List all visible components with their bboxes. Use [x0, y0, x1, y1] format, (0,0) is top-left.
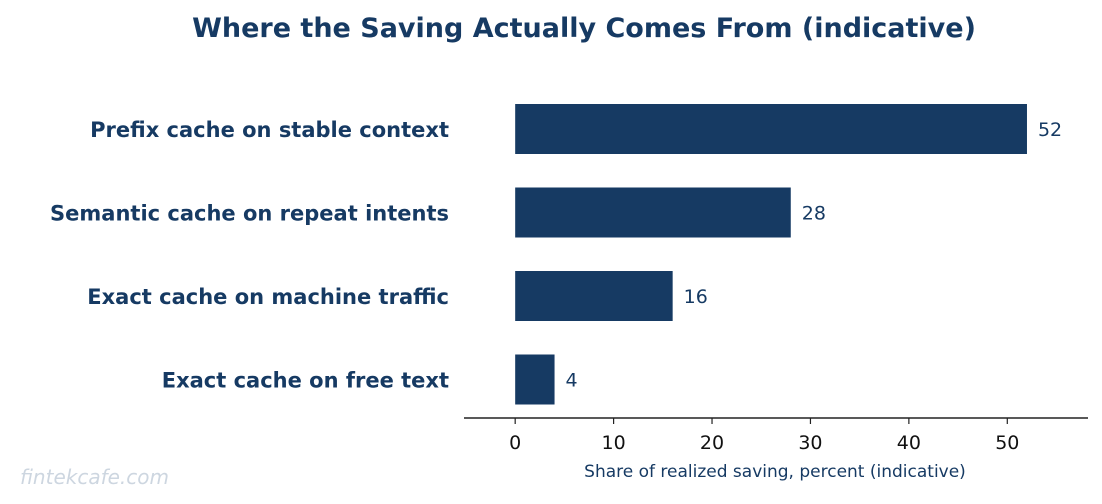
value-label-1: 28 — [802, 203, 826, 225]
chart-title: Where the Saving Actually Comes From (in… — [192, 13, 976, 44]
bar-1 — [515, 187, 791, 238]
value-label-0: 52 — [1038, 119, 1062, 141]
x-axis-label: Share of realized saving, percent (indic… — [584, 462, 966, 482]
x-tick-label-3: 30 — [798, 432, 822, 454]
value-label-3: 4 — [566, 370, 578, 392]
x-tick-label-5: 50 — [995, 432, 1019, 454]
category-label-0: Prefix cache on stable context — [90, 118, 449, 142]
category-label-2: Exact cache on machine traffic — [87, 285, 449, 309]
category-label-1: Semantic cache on repeat intents — [50, 202, 449, 226]
bars-group — [515, 104, 1027, 405]
value-labels: 52 28 16 4 — [566, 119, 1063, 392]
x-tick-label-0: 0 — [509, 432, 521, 454]
x-tick-label-1: 10 — [602, 432, 626, 454]
x-tick-label-4: 40 — [897, 432, 921, 454]
bar-2 — [515, 271, 673, 321]
watermark-text: fintekcafe.com — [20, 465, 169, 489]
x-axis-ticks: 0 10 20 30 40 50 — [509, 418, 1019, 454]
bar-0 — [515, 104, 1027, 154]
x-tick-label-2: 20 — [700, 432, 724, 454]
category-label-3: Exact cache on free text — [162, 369, 449, 393]
value-label-2: 16 — [684, 286, 708, 308]
bar-3 — [515, 354, 555, 405]
category-labels: Prefix cache on stable context Semantic c… — [50, 118, 449, 393]
